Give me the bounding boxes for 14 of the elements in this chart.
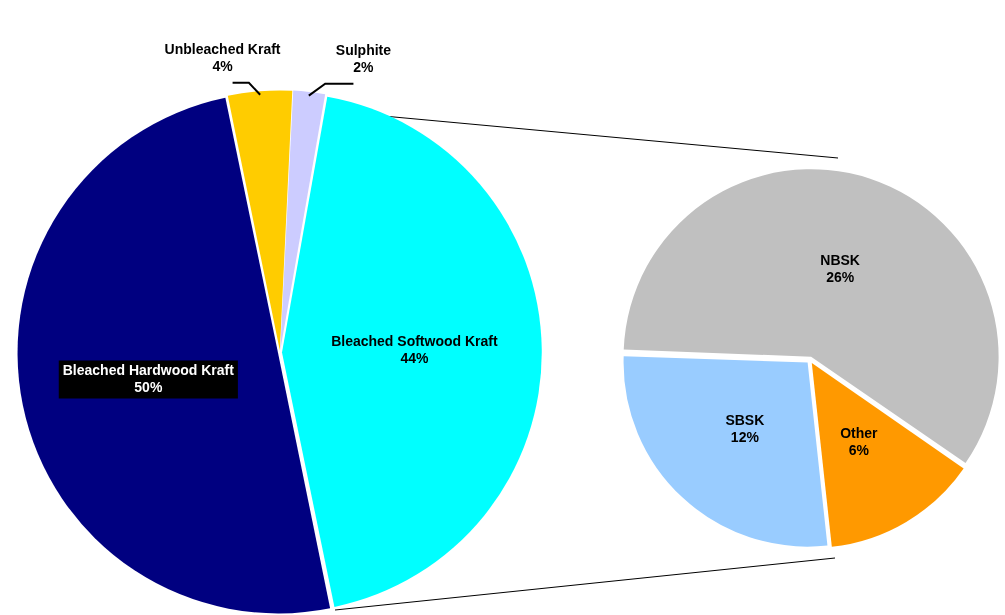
data-label: 26% <box>826 268 855 285</box>
slice-label: Unbleached Kraft <box>164 40 281 57</box>
data-label: 44% <box>400 349 429 366</box>
data-label: 50% <box>134 378 163 395</box>
data-label: 12% <box>730 429 760 446</box>
slice-label: Bleached Hardwood Kraft <box>62 361 235 378</box>
slice-label: Other <box>840 424 879 441</box>
slice-label: SBSK <box>725 412 765 429</box>
data-label: 6% <box>848 441 870 458</box>
slice-label: Bleached Softwood Kraft <box>331 332 498 349</box>
data-label: 2% <box>353 58 375 75</box>
slice-label: Sulphite <box>335 41 392 58</box>
slice-label: NBSK <box>820 251 860 268</box>
data-label: 4% <box>212 57 234 74</box>
